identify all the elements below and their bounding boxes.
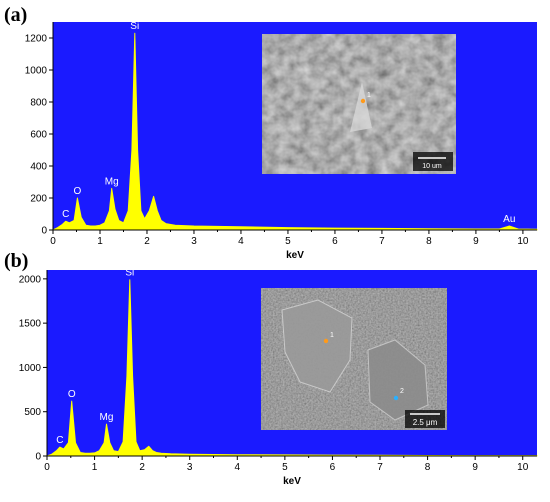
y-tick-label: 0 — [35, 452, 41, 463]
x-tick-label: 3 — [191, 236, 197, 247]
y-tick-label: 200 — [30, 194, 47, 205]
x-tick-label: 1 — [97, 236, 103, 247]
x-tick-label: 9 — [472, 462, 478, 473]
y-tick-label: 600 — [30, 130, 47, 141]
sem-marker-1 — [323, 338, 329, 344]
x-tick-label: 8 — [425, 462, 431, 473]
y-tick-label: 0 — [41, 226, 47, 237]
x-tick-label: 9 — [473, 236, 479, 247]
sem-marker-label-1: 1 — [367, 92, 371, 99]
x-tick-label: 5 — [285, 236, 291, 247]
spectrum-series-b — [46, 279, 538, 457]
sem-inset-a: 1 10 um — [262, 34, 456, 174]
y-tick-label: 1000 — [19, 363, 42, 374]
scale-bar-a-text: 10 um — [422, 163, 442, 170]
peak-label: Mg — [105, 176, 119, 187]
x-axis-label: keV — [286, 250, 304, 261]
sem-inset-b: 1 2 2.5 μm — [261, 288, 447, 430]
y-tick-label: 1000 — [25, 66, 48, 77]
peak-label: Au — [503, 214, 515, 225]
peak-label: C — [56, 435, 63, 446]
x-tick-label: 4 — [238, 236, 244, 247]
sem-marker-2 — [393, 395, 399, 401]
y-tick-label: 2000 — [19, 274, 42, 285]
peak-label: Si — [130, 21, 139, 32]
x-tick-label: 5 — [282, 462, 288, 473]
sem-particle-2 — [367, 339, 429, 421]
y-tick-label: 400 — [30, 162, 47, 173]
y-tick-label: 1200 — [25, 34, 48, 45]
x-tick-label: 10 — [517, 462, 529, 473]
x-tick-label: 2 — [144, 236, 150, 247]
x-tick-label: 4 — [235, 462, 241, 473]
peak-label: C — [62, 209, 69, 220]
x-tick-label: 7 — [379, 236, 385, 247]
peak-label: Mg — [100, 412, 114, 423]
scale-bar-b-text: 2.5 μm — [413, 418, 438, 427]
peak-label: Si — [125, 268, 134, 279]
x-tick-label: 6 — [330, 462, 336, 473]
sem-marker-label-1: 1 — [330, 332, 334, 339]
x-tick-label: 8 — [426, 236, 432, 247]
x-tick-label: 2 — [139, 462, 145, 473]
x-tick-label: 6 — [332, 236, 338, 247]
sem-crystal-shape — [350, 82, 372, 132]
peak-label: O — [68, 389, 76, 400]
panel-label-a: (a) — [4, 4, 28, 26]
peak-label: O — [74, 186, 82, 197]
sem-marker-label-2: 2 — [400, 388, 404, 395]
x-tick-label: 1 — [92, 462, 98, 473]
sem-particle-1 — [281, 299, 353, 393]
x-tick-label: 3 — [187, 462, 193, 473]
x-tick-label: 10 — [517, 236, 529, 247]
x-tick-label: 0 — [50, 236, 56, 247]
scale-bar-a-box — [413, 152, 453, 171]
sem-marker-1 — [360, 98, 366, 104]
spectrum-series-a — [52, 32, 538, 231]
x-tick-label: 7 — [377, 462, 383, 473]
y-tick-label: 500 — [24, 407, 41, 418]
x-axis-label: keV — [283, 476, 301, 487]
y-tick-label: 1500 — [19, 319, 42, 330]
x-tick-label: 0 — [44, 462, 50, 473]
panel-label-b: (b) — [4, 250, 29, 272]
y-tick-label: 800 — [30, 98, 47, 109]
